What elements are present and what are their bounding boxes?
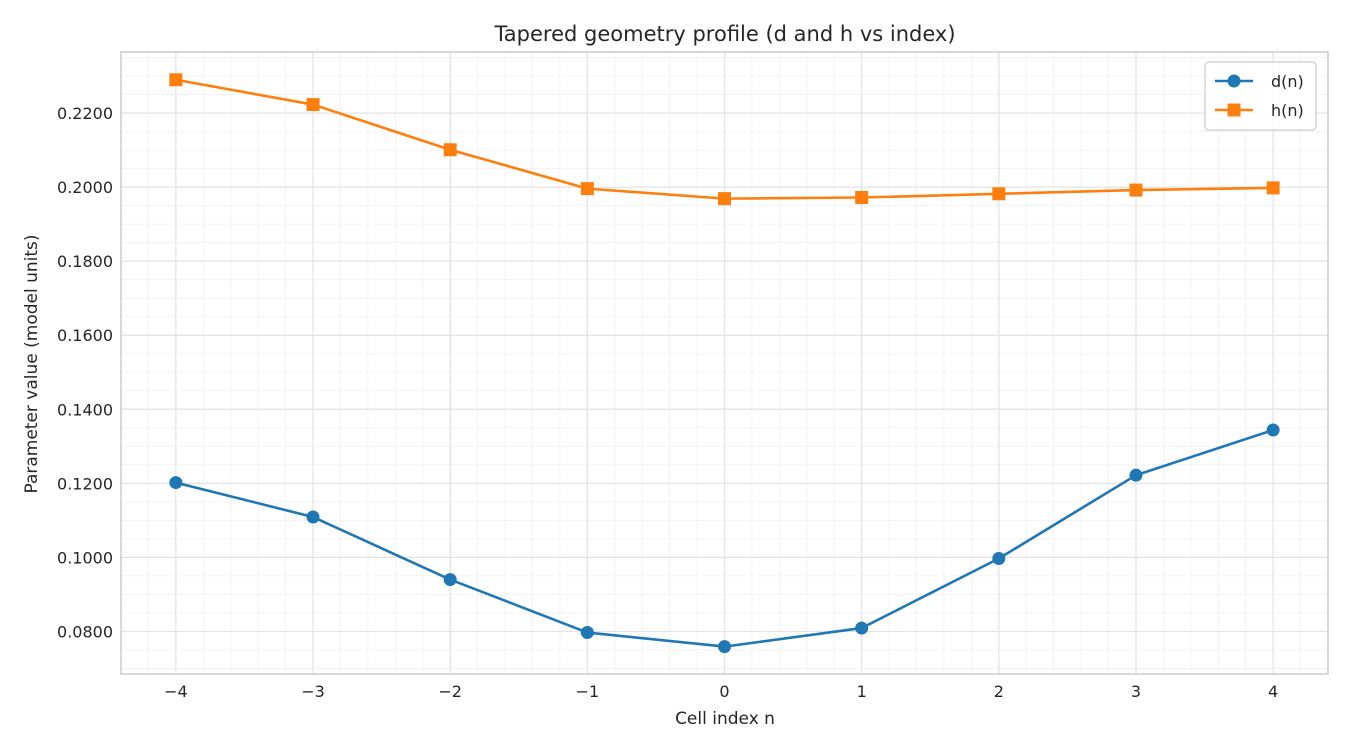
legend: d(n) h(n) xyxy=(1204,61,1317,131)
y-tick-label: 0.1000 xyxy=(57,548,113,567)
legend-item: h(n) xyxy=(1215,101,1304,120)
data-point xyxy=(580,626,594,640)
y-tick-label: 0.1400 xyxy=(57,400,113,419)
data-point xyxy=(1266,181,1280,195)
y-tick-label: 0.0800 xyxy=(57,622,113,641)
data-point xyxy=(443,573,457,587)
legend-marker xyxy=(1227,103,1241,117)
legend-label: d(n) xyxy=(1271,72,1304,91)
data-point xyxy=(855,621,869,635)
y-tick-label: 0.1200 xyxy=(57,474,113,493)
data-point xyxy=(1129,468,1143,482)
grid xyxy=(120,52,1329,674)
legend-label: h(n) xyxy=(1271,101,1304,120)
data-point xyxy=(992,551,1006,565)
data-point xyxy=(1266,423,1280,437)
x-tick-label: 4 xyxy=(1268,682,1278,701)
data-point xyxy=(718,640,731,654)
data-point xyxy=(855,191,869,205)
y-tick-label: 0.1600 xyxy=(57,326,113,345)
x-tick-label: −4 xyxy=(164,682,188,701)
data-point xyxy=(169,73,183,87)
series-layer xyxy=(169,73,1280,654)
legend-item: d(n) xyxy=(1215,72,1304,91)
plot-frame xyxy=(120,51,1329,675)
data-point xyxy=(169,476,183,490)
y-tick-label: 0.1800 xyxy=(57,252,113,271)
x-tick-label: 1 xyxy=(857,682,867,701)
x-tick-label: −1 xyxy=(576,682,600,701)
series-d(n) xyxy=(169,423,1280,654)
y-axis-label: Parameter value (model units) xyxy=(22,234,42,493)
x-tick-label: 3 xyxy=(1131,682,1141,701)
series-h(n) xyxy=(169,73,1280,206)
data-point xyxy=(580,182,594,196)
data-point xyxy=(992,187,1006,201)
y-tick-label: 0.2200 xyxy=(57,104,113,123)
axis-ticks: −4 −3 −2 −1 0 1 2 3 4 0.0800 0.1000 0.1200 0.1400 0.1… xyxy=(57,104,1278,701)
data-point xyxy=(306,510,320,524)
data-point xyxy=(443,143,457,157)
x-axis-label: Cell index n xyxy=(675,709,775,729)
x-tick-label: −3 xyxy=(301,682,325,701)
legend-marker xyxy=(1227,74,1241,88)
x-tick-label: −2 xyxy=(438,682,462,701)
data-point xyxy=(1129,183,1143,197)
x-tick-label: 0 xyxy=(719,682,729,701)
data-point xyxy=(718,192,731,206)
chart-title: Tapered geometry profile (d and h vs ind… xyxy=(493,22,955,46)
y-tick-label: 0.2000 xyxy=(57,178,113,197)
data-point xyxy=(306,98,320,112)
x-tick-label: 2 xyxy=(994,682,1004,701)
